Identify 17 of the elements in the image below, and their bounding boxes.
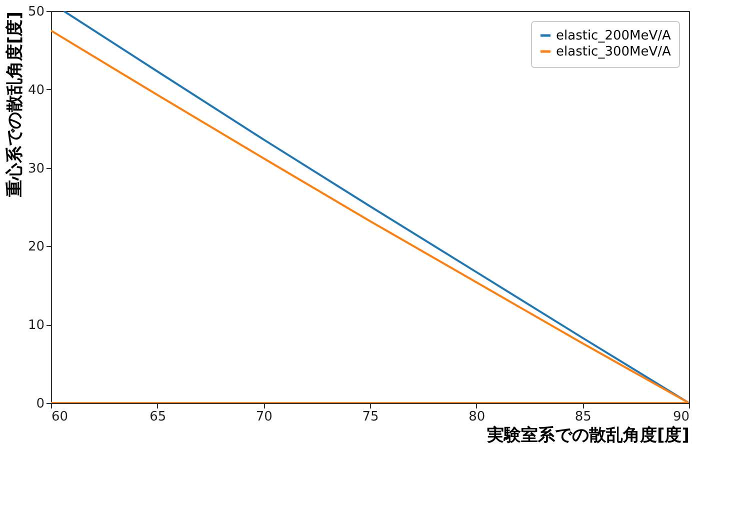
y-tick-label: 10 <box>28 318 44 334</box>
x-tick-label: 70 <box>256 410 272 424</box>
y-tick-label: 30 <box>28 161 44 176</box>
y-tick-label: 50 <box>28 4 44 20</box>
x-axis-title: 実験室系での散乱角度[度] <box>486 426 690 446</box>
x-tick-label: 90 <box>672 410 690 424</box>
x-tick-label: 60 <box>52 410 68 424</box>
y-axis-title: 重心系での散乱角度[度] <box>4 12 25 198</box>
legend-label: elastic_300MeV/A <box>556 44 672 60</box>
y-tick-label: 0 <box>36 396 44 412</box>
y-tick-label: 40 <box>28 82 44 98</box>
x-tick-label: 85 <box>574 410 592 424</box>
legend-label: elastic_200MeV/A <box>556 28 672 44</box>
x-tick-label: 80 <box>468 410 486 424</box>
x-tick-label: 65 <box>150 410 166 424</box>
x-tick-label: 75 <box>362 410 379 424</box>
y-tick-label: 20 <box>28 240 44 255</box>
